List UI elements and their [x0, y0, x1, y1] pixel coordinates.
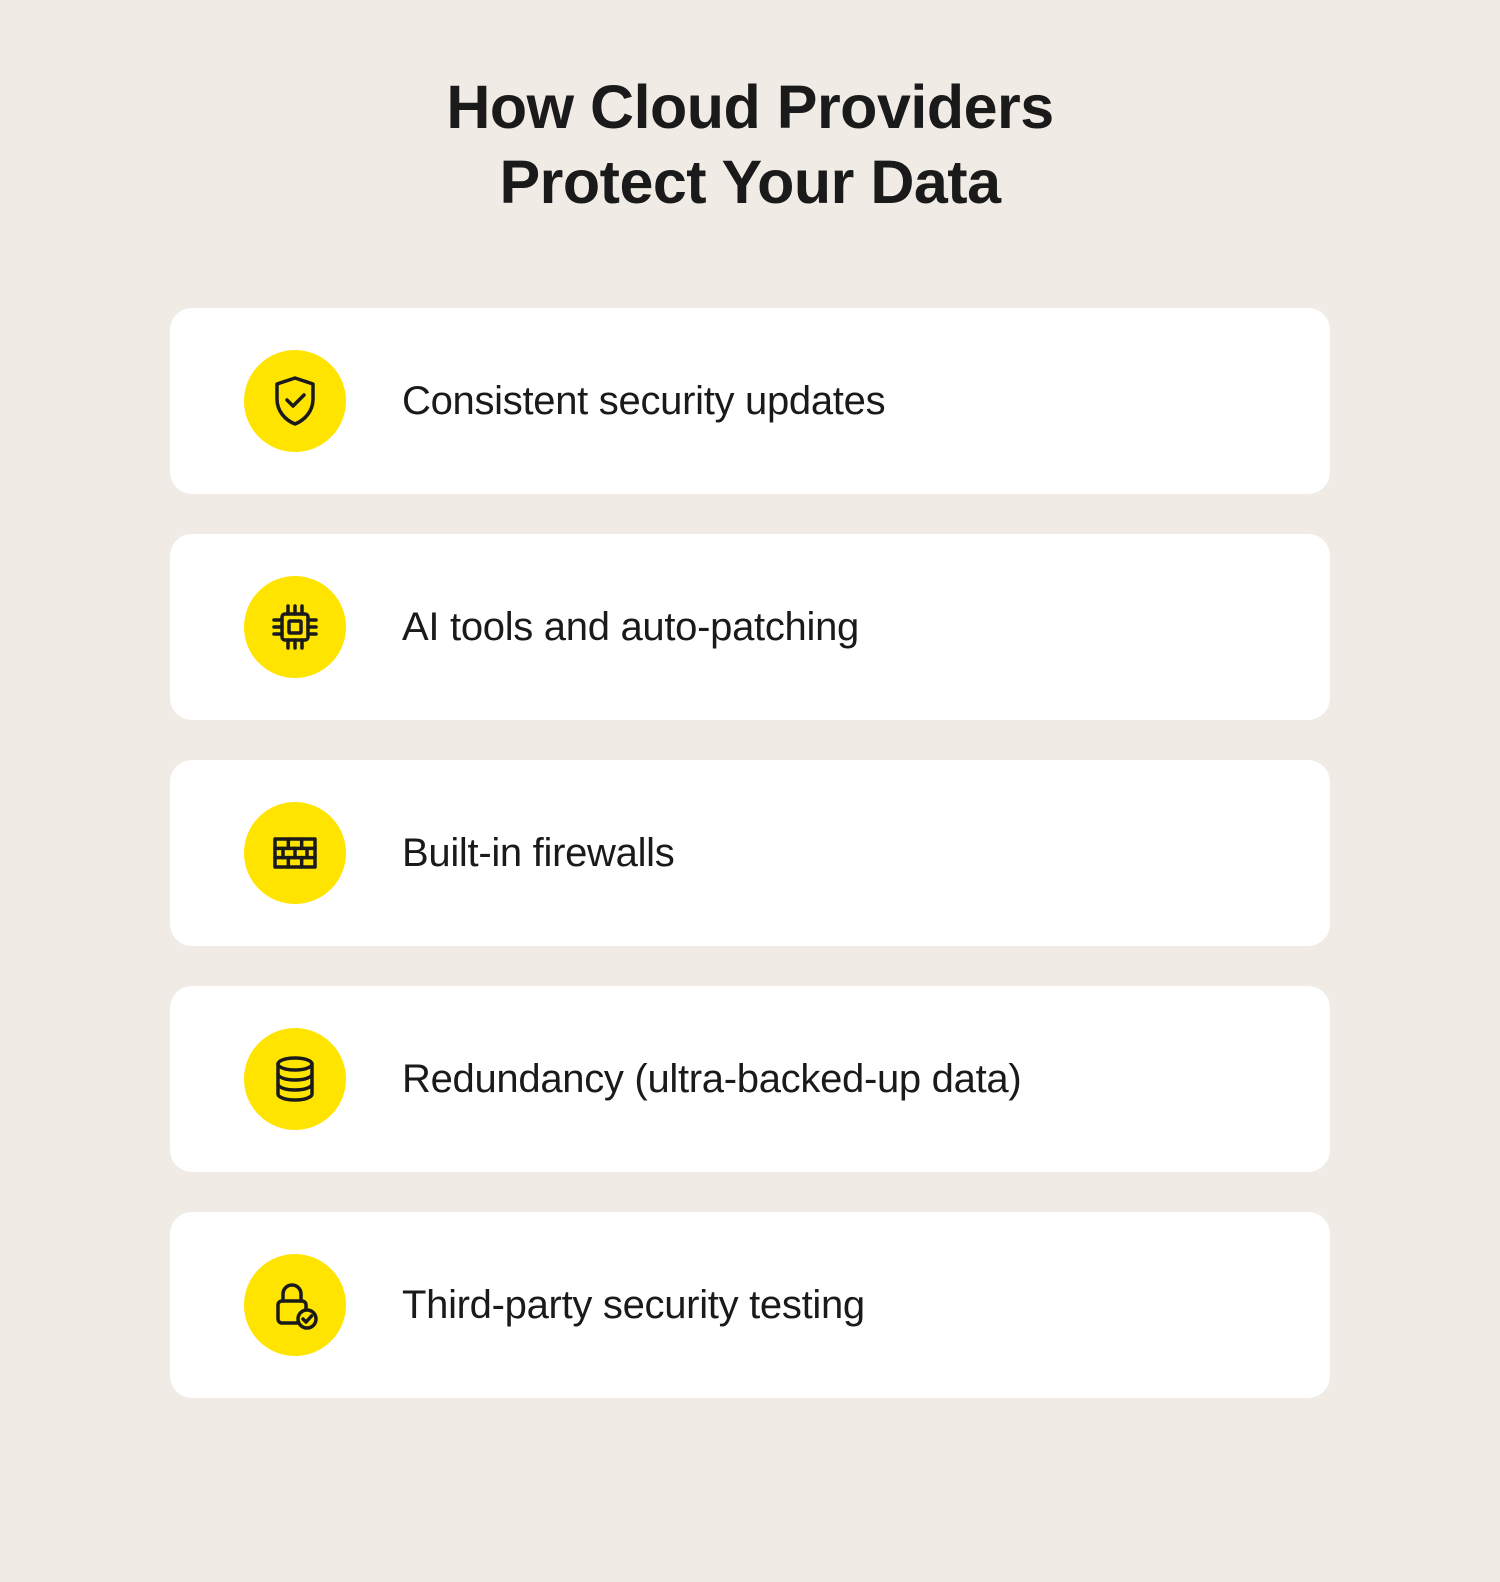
- card-firewalls: Built-in firewalls: [170, 760, 1330, 946]
- page-title: How Cloud Providers Protect Your Data: [446, 70, 1053, 220]
- card-label: Redundancy (ultra-backed-up data): [402, 1057, 1021, 1102]
- cards-container: Consistent security updates AI tools an: [170, 308, 1330, 1398]
- card-redundancy: Redundancy (ultra-backed-up data): [170, 986, 1330, 1172]
- card-label: Third-party security testing: [402, 1283, 865, 1328]
- card-label: Consistent security updates: [402, 379, 885, 424]
- shield-check-icon: [244, 350, 346, 452]
- title-line-2: Protect Your Data: [499, 148, 1000, 216]
- title-line-1: How Cloud Providers: [446, 73, 1053, 141]
- lock-check-icon: [244, 1254, 346, 1356]
- cpu-icon: [244, 576, 346, 678]
- firewall-icon: [244, 802, 346, 904]
- database-icon: [244, 1028, 346, 1130]
- card-label: AI tools and auto-patching: [402, 605, 859, 650]
- card-third-party-testing: Third-party security testing: [170, 1212, 1330, 1398]
- card-ai-tools: AI tools and auto-patching: [170, 534, 1330, 720]
- card-security-updates: Consistent security updates: [170, 308, 1330, 494]
- card-label: Built-in firewalls: [402, 831, 674, 876]
